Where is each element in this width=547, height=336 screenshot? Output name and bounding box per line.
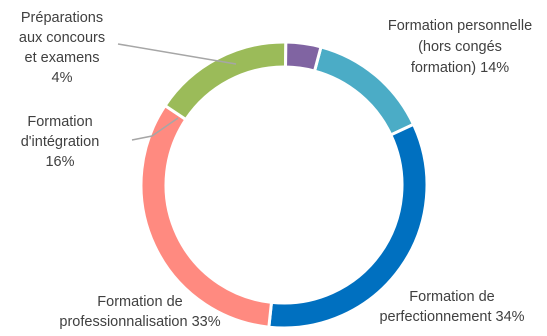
slice-label-1: Formation de perfectionnement 34% (379, 289, 524, 325)
slice-label-line: aux concours (19, 30, 105, 46)
slice-label-line: d'intégration (21, 134, 100, 150)
slice-3 (162, 40, 288, 122)
slice-labels: Formation personnelle (hors congés formati… (19, 10, 532, 330)
slice-label-0: Formation personnelle (hors congés formati… (388, 18, 532, 76)
slice-label-line: perfectionnement 34% (379, 309, 524, 325)
slice-label-line: 4% (52, 70, 73, 86)
donut-slices (139, 40, 429, 330)
slice-label-line: 16% (45, 154, 74, 170)
leader-lines (117, 43, 237, 141)
leader-line-exams (117, 43, 237, 65)
slice-label-line: Formation personnelle (388, 18, 532, 34)
slice-label-line: professionnalisation 33% (59, 314, 220, 330)
slice-label-line: (hors congés (418, 39, 502, 55)
slice-label-line: Formation de (409, 289, 494, 305)
slice-label-line: Préparations (21, 10, 103, 26)
slice-1 (267, 122, 429, 330)
leader-line-integration (131, 117, 179, 141)
slice-label-3: Formation d'intégration 16% (21, 114, 100, 170)
slice-label-line: Formation (27, 114, 92, 130)
slice-label-line: Formation de (97, 294, 182, 310)
slice-label-4: Préparations aux concours et examens 4% (19, 10, 105, 86)
slice-0 (312, 45, 416, 137)
slice-label-line: et examens (25, 50, 100, 66)
slice-label-2: Formation de professionnalisation 33% (59, 294, 220, 330)
slice-4 (284, 40, 323, 73)
slice-label-line: formation) 14% (411, 60, 509, 76)
